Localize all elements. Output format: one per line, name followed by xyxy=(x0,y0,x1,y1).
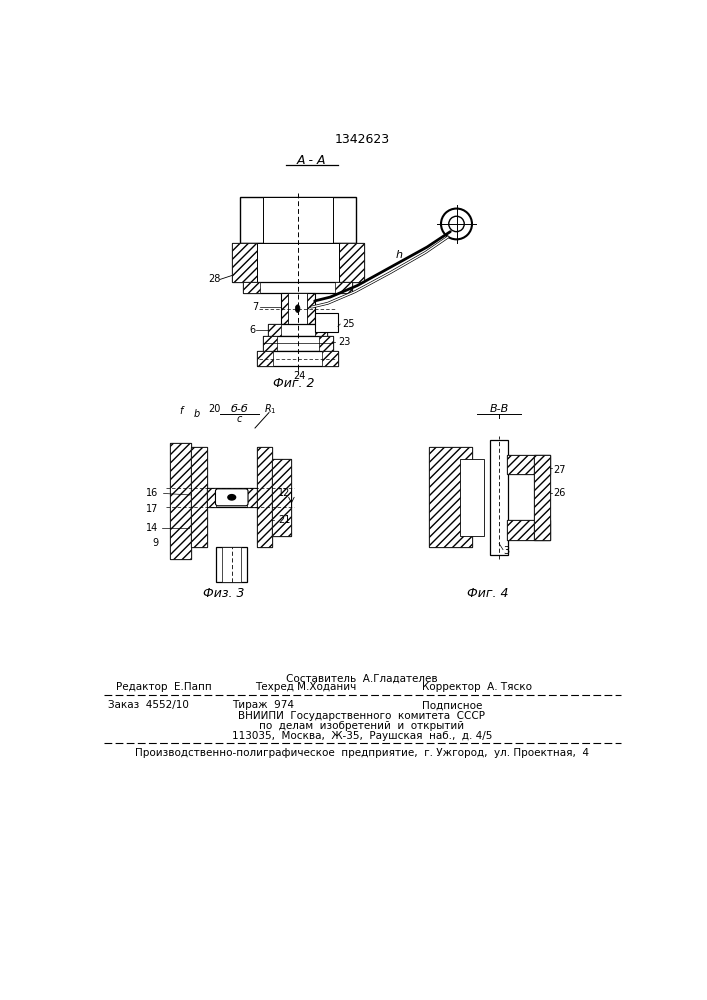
Bar xyxy=(232,243,257,282)
Bar xyxy=(257,351,338,366)
Text: 20: 20 xyxy=(209,404,221,414)
Text: Подписное: Подписное xyxy=(421,700,482,710)
Bar xyxy=(216,547,247,582)
Text: Заказ  4552/10: Заказ 4552/10 xyxy=(107,700,189,710)
Text: 1342623: 1342623 xyxy=(334,133,390,146)
Bar xyxy=(322,351,338,366)
Text: R: R xyxy=(264,404,271,414)
Text: 12: 12 xyxy=(279,488,291,498)
Bar xyxy=(534,455,549,540)
Bar xyxy=(192,447,207,547)
Bar xyxy=(507,520,549,540)
Text: 16: 16 xyxy=(146,488,158,498)
Text: 25: 25 xyxy=(343,319,355,329)
Bar xyxy=(207,488,257,507)
Text: 9: 9 xyxy=(152,538,158,548)
Bar xyxy=(272,459,291,536)
Bar xyxy=(534,455,549,540)
Bar xyxy=(490,440,508,555)
Ellipse shape xyxy=(228,495,235,500)
Bar xyxy=(257,243,339,282)
Bar xyxy=(335,282,352,293)
Bar xyxy=(429,447,472,547)
Text: 113035,  Москва,  Ж-35,  Раушская  наб.,  д. 4/5: 113035, Москва, Ж-35, Раушская наб., д. … xyxy=(232,731,492,741)
Ellipse shape xyxy=(296,305,300,312)
Text: 28: 28 xyxy=(208,274,220,284)
Text: Корректор  А. Тяско: Корректор А. Тяско xyxy=(421,682,532,692)
Bar xyxy=(192,447,207,547)
FancyBboxPatch shape xyxy=(216,489,248,506)
Bar xyxy=(247,488,257,507)
Bar xyxy=(507,455,549,474)
Text: Составитель  А.Гладателев: Составитель А.Гладателев xyxy=(286,673,438,683)
Text: 27: 27 xyxy=(554,465,566,475)
Bar xyxy=(288,293,307,324)
Bar xyxy=(170,443,192,559)
Text: 26: 26 xyxy=(554,488,566,498)
Bar xyxy=(243,282,260,293)
Text: h: h xyxy=(396,250,403,260)
Bar xyxy=(257,447,272,547)
Text: В-В: В-В xyxy=(489,404,509,414)
Text: 6: 6 xyxy=(249,325,255,335)
Text: 3: 3 xyxy=(503,546,509,556)
Bar xyxy=(281,293,315,324)
Text: 23: 23 xyxy=(338,337,350,347)
Bar xyxy=(507,455,549,474)
Bar xyxy=(268,324,327,336)
Bar xyxy=(315,324,327,336)
Bar xyxy=(257,351,273,366)
Text: Редактор  Е.Папп: Редактор Е.Папп xyxy=(115,682,211,692)
Bar xyxy=(429,447,472,547)
Text: c: c xyxy=(237,414,243,424)
Text: по  делам  изобретений  и  открытий: по делам изобретений и открытий xyxy=(259,721,464,731)
Text: b: b xyxy=(194,409,200,419)
Bar xyxy=(460,459,484,536)
Text: ВНИИПИ  Государственного  комитета  СССР: ВНИИПИ Государственного комитета СССР xyxy=(238,711,486,721)
Bar xyxy=(263,197,332,243)
Bar xyxy=(263,336,276,351)
Text: 14: 14 xyxy=(146,523,158,533)
Bar xyxy=(207,488,216,507)
Text: б-б: б-б xyxy=(230,404,248,414)
Text: 1: 1 xyxy=(271,408,275,414)
Text: Фиг. 2: Фиг. 2 xyxy=(273,377,315,390)
Bar xyxy=(339,243,363,282)
Text: Производственно-полиграфическое  предприятие,  г. Ужгород,  ул. Проектная,  4: Производственно-полиграфическое предприя… xyxy=(135,748,589,758)
Text: A - A: A - A xyxy=(297,154,327,167)
Bar xyxy=(240,197,356,243)
Text: 21: 21 xyxy=(279,515,291,525)
Text: Техред М.Ходанич: Техред М.Ходанич xyxy=(255,682,356,692)
Bar xyxy=(223,547,241,582)
Text: Тираж  974: Тираж 974 xyxy=(232,700,293,710)
Text: 17: 17 xyxy=(146,504,158,514)
Bar xyxy=(319,336,332,351)
Text: Физ. 3: Физ. 3 xyxy=(203,587,245,600)
Bar xyxy=(315,312,338,332)
Bar xyxy=(243,282,352,293)
Text: 24: 24 xyxy=(293,371,306,381)
Bar xyxy=(232,243,363,282)
Bar xyxy=(507,520,549,540)
Bar xyxy=(257,447,272,547)
Bar xyxy=(170,443,192,559)
Bar xyxy=(263,336,332,351)
Text: f: f xyxy=(180,406,183,416)
Bar xyxy=(272,459,291,536)
Bar xyxy=(268,324,281,336)
Text: Фиг. 4: Фиг. 4 xyxy=(467,587,508,600)
Text: 7: 7 xyxy=(252,302,259,312)
